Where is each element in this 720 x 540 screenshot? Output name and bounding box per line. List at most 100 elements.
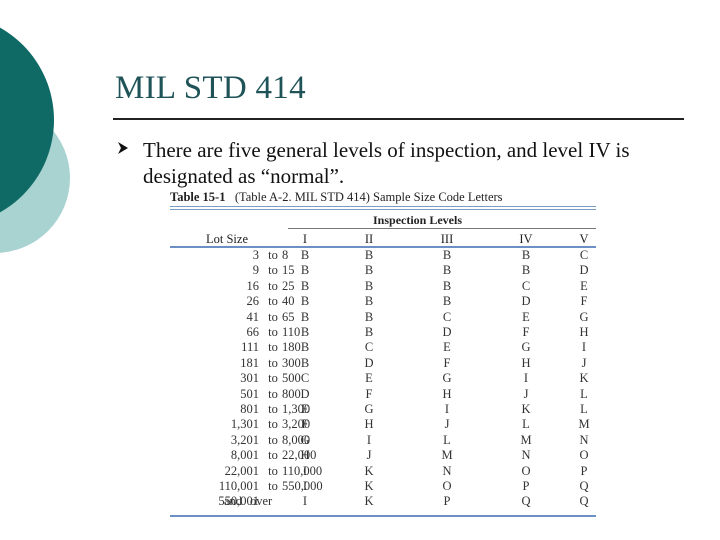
table-caption-text: (Table A-2. MIL STD 414) Sample Size Cod… xyxy=(234,190,503,204)
code-level-v: K xyxy=(579,371,589,386)
code-level-iv: B xyxy=(521,248,531,262)
lot-from: 3 xyxy=(252,248,259,262)
lot-to: 800 xyxy=(282,386,301,401)
code-level-v: D xyxy=(579,263,589,278)
code-level-i: H xyxy=(300,448,310,463)
code-level-ii: B xyxy=(364,309,374,324)
code-level-ii: E xyxy=(365,371,373,386)
table-row: 22,001 to 110,000 I K N O P xyxy=(170,464,596,479)
code-level-iv: I xyxy=(523,371,529,386)
code-level-iv: E xyxy=(522,309,530,324)
code-level-v: O xyxy=(579,448,589,463)
table-row: 181 to 300 B D F H J xyxy=(170,356,596,371)
code-level-i: B xyxy=(300,294,310,309)
table-row: 66 to 110 B B D F H xyxy=(170,325,596,340)
lot-from: 16 xyxy=(246,278,260,293)
table-bottom-rule xyxy=(170,515,596,517)
lot-to: 15 xyxy=(282,263,295,278)
code-level-ii: I xyxy=(366,432,372,447)
inspection-levels-rule xyxy=(288,228,596,229)
header-level-v: V xyxy=(579,232,589,246)
code-level-ii: B xyxy=(364,248,374,262)
table-row: 26 to 40 B B B D F xyxy=(170,294,596,309)
code-level-v: H xyxy=(579,325,589,339)
lot-from: 22,001 xyxy=(224,463,259,478)
code-level-i: F xyxy=(301,417,309,432)
code-level-ii: F xyxy=(365,386,373,401)
lot-from: 66 xyxy=(246,325,260,339)
bullet-text: There are five general levels of inspect… xyxy=(143,138,630,188)
code-level-iii: C xyxy=(442,309,452,324)
lot-separator: and xyxy=(224,494,243,509)
lot-separator: to xyxy=(268,432,278,447)
code-level-v: L xyxy=(580,386,588,401)
header-rule xyxy=(170,246,596,248)
lot-to: 3,200 xyxy=(282,417,311,432)
code-level-i: B xyxy=(300,340,310,355)
lot-to: 300 xyxy=(282,355,301,370)
code-level-iv: F xyxy=(522,325,530,339)
lot-from: 3,201 xyxy=(230,432,259,447)
lot-to: 8,000 xyxy=(282,432,311,447)
header-level-iii: III xyxy=(440,232,454,246)
lot-to: 8 xyxy=(282,248,289,262)
table-caption: Table 15-1 (Table A-2. MIL STD 414) Samp… xyxy=(170,190,503,205)
code-level-iii: N xyxy=(442,463,452,478)
lot-separator: to xyxy=(268,463,278,478)
code-level-v: G xyxy=(579,309,589,324)
code-level-ii: K xyxy=(364,494,374,509)
table-row: 801 to 1,300 E G I K L xyxy=(170,402,596,417)
code-level-ii: J xyxy=(366,448,372,463)
code-level-v: C xyxy=(579,248,589,262)
lot-from: 26 xyxy=(246,294,260,309)
lot-separator: to xyxy=(268,479,278,493)
code-level-i: I xyxy=(302,479,308,493)
header-lot-size: Lot Size xyxy=(206,232,249,246)
lot-to: 180 xyxy=(282,340,301,355)
lot-to: 1,300 xyxy=(282,402,311,416)
lot-from: 181 xyxy=(240,355,259,370)
code-level-ii: H xyxy=(364,417,374,432)
inspection-levels-header: Inspection Levels xyxy=(373,213,463,227)
table-row: 3,201 to 8,000 G I L M N xyxy=(170,433,596,448)
code-level-ii: K xyxy=(364,479,374,493)
code-level-i: B xyxy=(300,278,310,293)
code-level-iv: O xyxy=(521,463,531,478)
table-number: Table 15-1 xyxy=(170,190,226,204)
lot-from: 41 xyxy=(246,309,260,324)
code-level-i: C xyxy=(300,371,310,386)
table-row: 501 to 800 D F H J L xyxy=(170,387,596,402)
lot-separator: to xyxy=(268,263,278,278)
code-level-i: B xyxy=(300,263,310,278)
lot-separator: to xyxy=(268,278,278,293)
table-row: 16 to 25 B B B C E xyxy=(170,279,596,294)
code-level-v: Q xyxy=(579,494,589,509)
table-row: 8,001 to 22,000 H J M N O xyxy=(170,448,596,463)
code-level-i: B xyxy=(300,309,310,324)
code-level-iii: E xyxy=(443,340,451,355)
code-level-ii: G xyxy=(364,402,374,416)
lot-separator: to xyxy=(268,355,278,370)
code-level-iv: H xyxy=(521,355,531,370)
code-level-i: B xyxy=(300,248,310,262)
code-level-ii: B xyxy=(364,294,374,309)
lot-separator: to xyxy=(268,371,278,386)
code-level-iii: B xyxy=(442,263,452,278)
code-level-i: D xyxy=(300,386,310,401)
lot-separator: to xyxy=(268,294,278,309)
lot-to: 110 xyxy=(282,325,301,339)
code-level-iv: K xyxy=(521,402,531,416)
table-top-rule-1 xyxy=(170,206,596,207)
code-level-iv: Q xyxy=(521,494,531,509)
code-level-iv: P xyxy=(522,479,530,493)
lot-to: 22,000 xyxy=(282,448,317,463)
lot-from: 110,001 xyxy=(218,479,259,493)
header-level-ii: II xyxy=(364,232,374,246)
code-level-iii: M xyxy=(441,448,453,463)
lot-to: 65 xyxy=(282,309,295,324)
lot-from: 1,301 xyxy=(230,417,259,432)
code-level-ii: B xyxy=(364,278,374,293)
code-level-ii: C xyxy=(364,340,374,355)
lot-separator: to xyxy=(268,448,278,463)
code-level-iv: B xyxy=(521,263,531,278)
